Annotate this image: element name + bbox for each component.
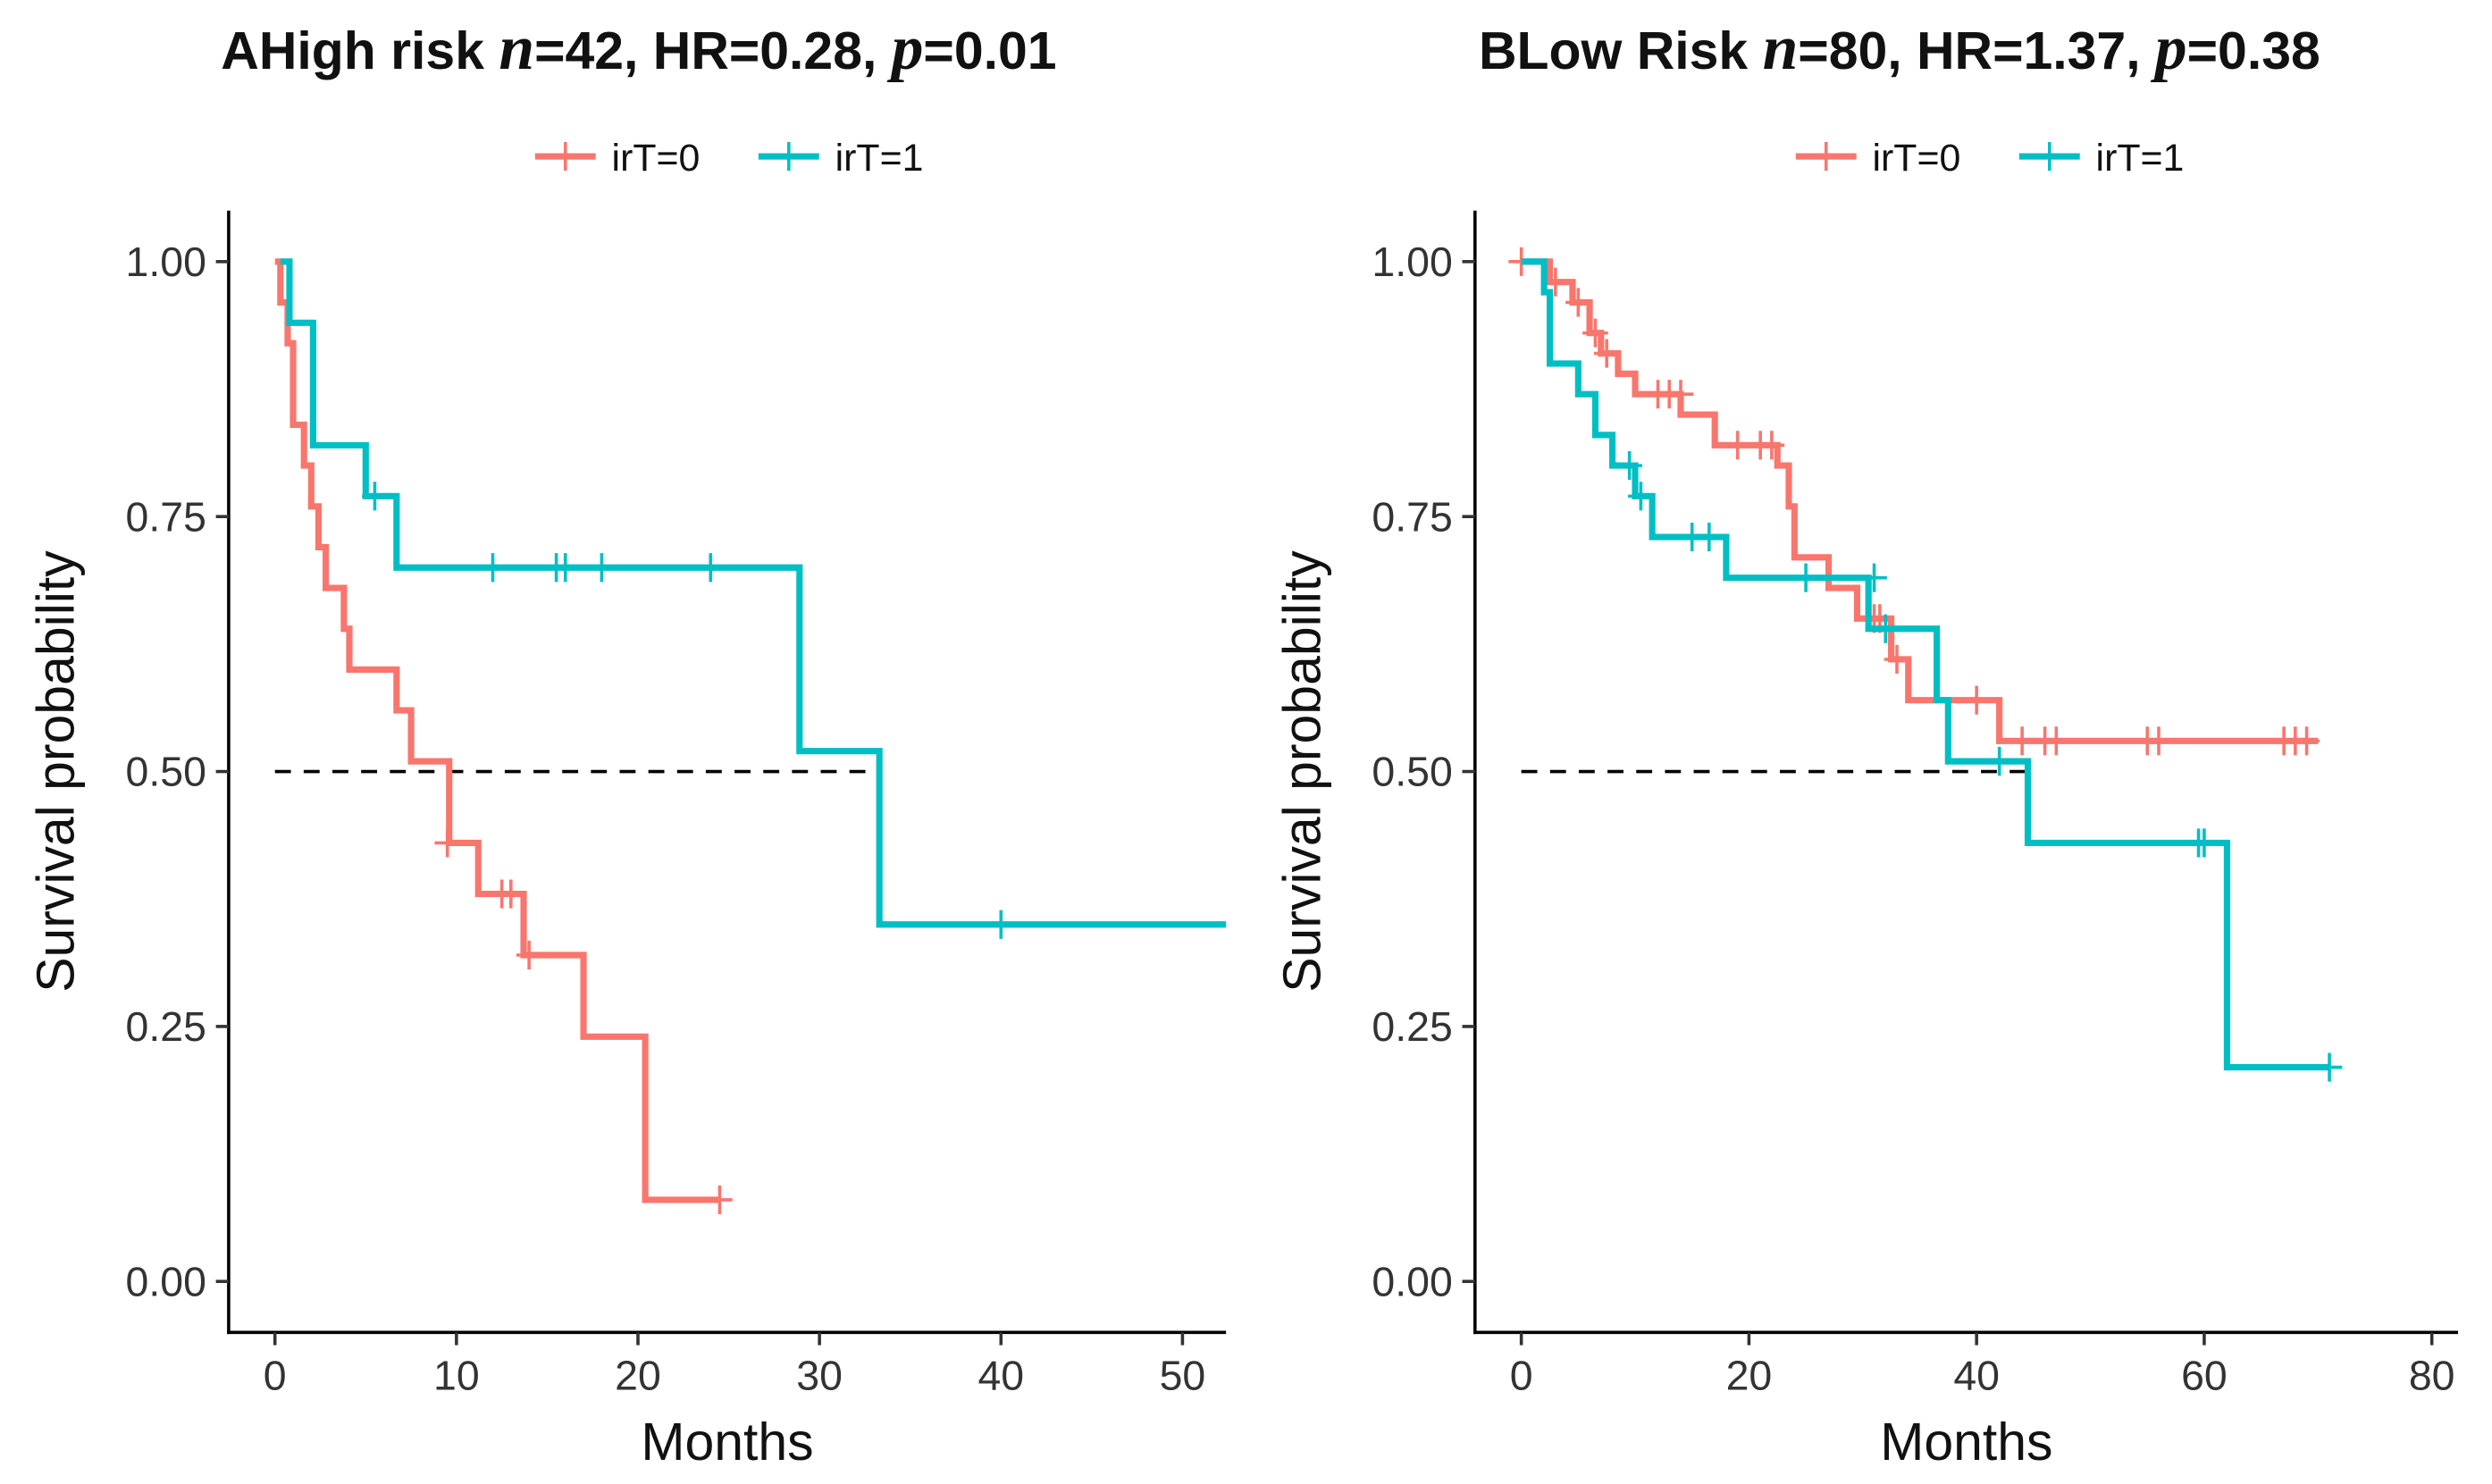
censor-mark xyxy=(589,553,615,583)
censor-mark xyxy=(1792,563,1819,592)
x-tick-label: 80 xyxy=(2409,1353,2455,1399)
censor-mark xyxy=(1667,380,1694,409)
censor-mark xyxy=(552,553,579,583)
x-axis-label: Months xyxy=(641,1413,813,1471)
title-part: =0.38 xyxy=(2187,22,2320,80)
censor-mark xyxy=(2043,726,2069,756)
y-tick-label: 0.75 xyxy=(1372,493,1452,540)
y-tick-label: 0.50 xyxy=(1372,749,1452,795)
title-part: Low Risk xyxy=(1517,22,1763,80)
y-axis-label: Survival probability xyxy=(28,550,86,993)
x-tick-label: 60 xyxy=(2181,1353,2228,1399)
censor-mark xyxy=(1758,431,1785,460)
chart-title: AHigh risk n=42, HR=0.28, p=0.01 xyxy=(221,13,1056,83)
title-part: =80, HR=1.37, xyxy=(1798,22,2155,80)
x-tick-label: 40 xyxy=(978,1353,1024,1399)
y-tick-label: 0.00 xyxy=(1372,1258,1452,1304)
chart-title: BLow Risk n=80, HR=1.37, p=0.38 xyxy=(1479,13,2320,83)
censor-mark xyxy=(1861,563,1887,592)
legend-cross xyxy=(1811,141,1841,172)
legend-label: irT=0 xyxy=(1873,137,1961,180)
title-part: =42, HR=0.28, xyxy=(534,22,892,80)
x-tick-label: 50 xyxy=(1160,1353,1206,1399)
censor-mark xyxy=(434,828,460,858)
y-tick-label: 0.25 xyxy=(1372,1003,1452,1050)
panel-label: B xyxy=(1479,22,1517,80)
censor-mark xyxy=(1565,288,1591,317)
y-tick-label: 1.00 xyxy=(126,239,206,285)
censor-mark xyxy=(1582,318,1608,348)
title-part: p xyxy=(886,13,924,83)
survival-curve xyxy=(280,258,1227,928)
y-axis-label: Survival probability xyxy=(1274,550,1332,993)
censor-mark xyxy=(1593,339,1620,368)
x-tick-label: 20 xyxy=(1726,1353,1773,1399)
censor-mark xyxy=(1696,522,1723,552)
x-tick-label: 0 xyxy=(264,1353,287,1399)
censor-mark xyxy=(516,940,542,970)
title-part: p xyxy=(2150,13,2187,83)
title-part: n xyxy=(1763,13,1799,83)
legend-cross xyxy=(2035,141,2064,172)
y-tick-label: 1.00 xyxy=(1372,239,1452,285)
censor-mark xyxy=(1628,482,1654,511)
censor-mark xyxy=(1986,747,2012,776)
censor-mark xyxy=(2316,1052,2343,1082)
legend-cross xyxy=(774,141,803,172)
y-tick-label: 0.75 xyxy=(126,493,206,540)
legend-label: irT=0 xyxy=(612,137,701,180)
censor-mark xyxy=(1616,451,1642,481)
legend-cross xyxy=(550,141,580,172)
censor-mark xyxy=(480,553,506,583)
censor-mark xyxy=(1724,431,1750,460)
title-part: n xyxy=(499,13,534,83)
censor-mark xyxy=(2145,726,2172,756)
censor-mark xyxy=(1884,644,1910,675)
survival-curve xyxy=(274,258,720,1203)
legend-label: irT=1 xyxy=(835,137,924,180)
y-tick-label: 0.00 xyxy=(126,1258,206,1304)
survival-curve xyxy=(1521,258,2330,1071)
censor-mark xyxy=(987,910,1014,939)
y-tick-label: 0.25 xyxy=(126,1003,206,1050)
censor-mark xyxy=(362,482,388,511)
x-tick-label: 20 xyxy=(615,1353,661,1399)
censor-mark xyxy=(2009,726,2035,756)
legend-label: irT=1 xyxy=(2096,137,2185,180)
x-tick-label: 40 xyxy=(1953,1353,2000,1399)
panel-label: A xyxy=(221,22,259,80)
censor-mark xyxy=(498,879,524,909)
censor-mark xyxy=(1872,614,1899,643)
title-part: =0.01 xyxy=(923,22,1056,80)
x-tick-label: 10 xyxy=(433,1353,480,1399)
x-axis-label: Months xyxy=(1880,1413,2052,1471)
x-tick-label: 30 xyxy=(796,1353,843,1399)
x-tick-label: 0 xyxy=(1510,1353,1533,1399)
title-part: High risk xyxy=(259,22,499,80)
censor-mark xyxy=(1963,685,1990,715)
censor-mark xyxy=(2191,828,2218,858)
y-tick-label: 0.50 xyxy=(126,749,206,795)
censor-mark xyxy=(2294,726,2320,756)
censor-mark xyxy=(707,1185,733,1215)
censor-mark xyxy=(697,553,724,583)
